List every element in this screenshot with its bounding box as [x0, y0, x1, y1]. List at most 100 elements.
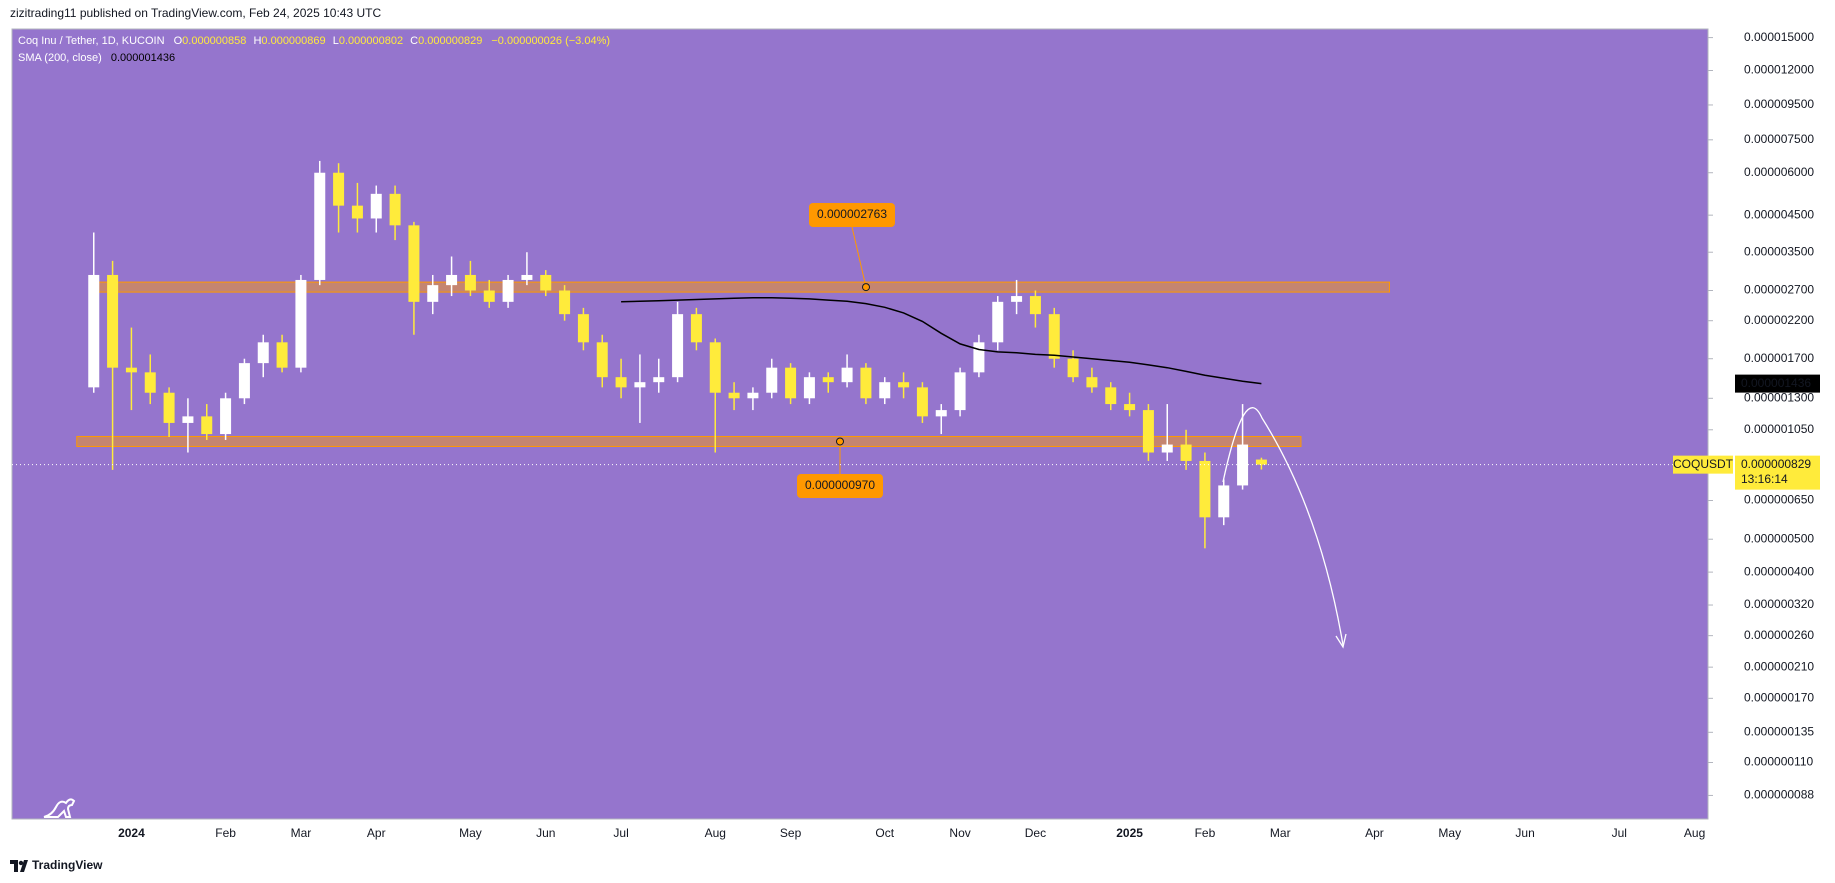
ohlc-key: L	[333, 35, 339, 47]
candle-body	[1161, 444, 1173, 453]
dino-icon	[43, 798, 76, 818]
candle-body	[653, 377, 665, 383]
sma-legend: SMA (200, close) 0.000001436	[18, 52, 175, 64]
candle-body	[182, 416, 194, 423]
sma-value: 0.000001436	[111, 52, 175, 64]
y-tick-label: 0.000009500	[1744, 97, 1814, 111]
candle-body	[1142, 410, 1154, 453]
zone	[93, 281, 1390, 293]
zone	[76, 435, 1302, 447]
candle-body	[295, 279, 307, 368]
y-tick-label: 0.000001300	[1744, 390, 1814, 404]
ohlc-value: 0.000000869	[261, 35, 325, 47]
candle-body	[521, 274, 533, 280]
ohlc-key: O	[174, 35, 183, 47]
ohlc-key: H	[253, 35, 261, 47]
y-tick-label: 0.000002700	[1744, 283, 1814, 297]
annotation-anchor	[862, 283, 870, 292]
candle-body	[916, 387, 928, 417]
y-tick-label: 0.000000500	[1744, 531, 1814, 545]
change: −0.000000026 (−3.04%)	[491, 35, 610, 47]
x-tick-label: Sep	[780, 826, 802, 840]
sma-line	[621, 297, 1262, 385]
y-tick-label: 0.000012000	[1744, 63, 1814, 77]
candle-body	[464, 274, 476, 291]
candle-body	[935, 410, 947, 417]
candle-body	[370, 193, 382, 219]
y-tick-label: 0.000000088	[1744, 788, 1814, 802]
candle-body	[1105, 387, 1117, 405]
x-tick-label: Nov	[949, 826, 970, 840]
symbol-legend: Coq Inu / Tether, 1D, KUCOIN O0.00000085…	[18, 35, 610, 47]
y-tick-label: 0.000000260	[1744, 628, 1814, 642]
y-tick-label: 0.000000400	[1744, 564, 1814, 578]
watermark-icon	[43, 798, 76, 818]
y-tick-label: 0.000000135	[1744, 724, 1814, 738]
y-tick-label: 0.000000320	[1744, 597, 1814, 611]
candle-body	[1011, 296, 1023, 302]
annotation-label: 0.000002763	[817, 207, 887, 221]
x-tick-label: May	[459, 826, 482, 840]
candle-body	[238, 363, 250, 399]
plot-layer: 0.000015000 0.000012000 0.000009500 0.00000…	[12, 30, 1820, 840]
candle-body	[333, 172, 345, 206]
ohlc-value: 0.000000829	[418, 35, 482, 47]
candle-body	[728, 392, 740, 399]
candle-body	[559, 290, 571, 315]
candle-body	[314, 172, 326, 280]
y-tick-label: 0.000002200	[1744, 313, 1814, 327]
x-tick-label: Aug	[705, 826, 726, 840]
candle-body	[502, 279, 514, 302]
candle-body	[973, 342, 985, 373]
annotation-box	[809, 203, 895, 227]
candle-body	[841, 367, 853, 383]
ohlc-key: C	[410, 35, 418, 47]
y-tick-label: 0.000000170	[1744, 690, 1814, 704]
footer-logo	[10, 860, 28, 872]
candle-body	[766, 367, 778, 393]
candle-body	[1029, 296, 1041, 315]
annotation-connector	[851, 226, 867, 288]
y-tick-label: 0.000003500	[1744, 244, 1814, 258]
candle-body	[107, 274, 119, 368]
y-tick-label: 0.000004500	[1744, 207, 1814, 221]
candle-body	[540, 274, 552, 291]
candle-body	[408, 225, 420, 302]
candle-body	[596, 342, 608, 378]
candle-body	[822, 377, 834, 383]
candle-body	[427, 285, 439, 302]
y-tick-label: 0.000007500	[1744, 132, 1814, 146]
candle-body	[351, 205, 363, 219]
candle-body	[615, 377, 627, 388]
x-tick-label: Mar	[291, 826, 312, 840]
countdown-label: 13:16:14	[1741, 472, 1788, 486]
candle-body	[1086, 377, 1098, 388]
candle-body	[1237, 444, 1249, 486]
candle-body	[220, 398, 232, 435]
sma-pill-label: 0.000001436	[1741, 376, 1811, 390]
ohlc-value: 0.000000802	[339, 35, 403, 47]
x-tick-label: 2025	[1116, 826, 1143, 840]
candle-body	[1048, 314, 1060, 359]
candle-body	[1218, 485, 1230, 518]
candle-body	[860, 367, 872, 399]
candle-body	[1180, 444, 1192, 461]
candle-body	[747, 392, 759, 399]
x-tick-label: Apr	[1365, 826, 1384, 840]
x-tick-label: May	[1438, 826, 1461, 840]
x-tick-label: Dec	[1025, 826, 1046, 840]
x-tick-label: Jul	[613, 826, 628, 840]
candle-body	[785, 367, 797, 399]
ohlc-value: 0.000000858	[182, 35, 246, 47]
candle-body	[1124, 404, 1136, 411]
candle-body	[879, 382, 891, 399]
y-tick-label: 0.000000110	[1744, 755, 1814, 769]
annotation-anchor	[836, 437, 844, 446]
published-line: zizitrading11 published on TradingView.c…	[10, 6, 381, 20]
annotation-box	[797, 474, 883, 498]
candle-body	[144, 372, 156, 393]
candle-body	[690, 314, 702, 343]
symbol-pill	[1673, 455, 1733, 474]
candle-body	[389, 193, 401, 226]
